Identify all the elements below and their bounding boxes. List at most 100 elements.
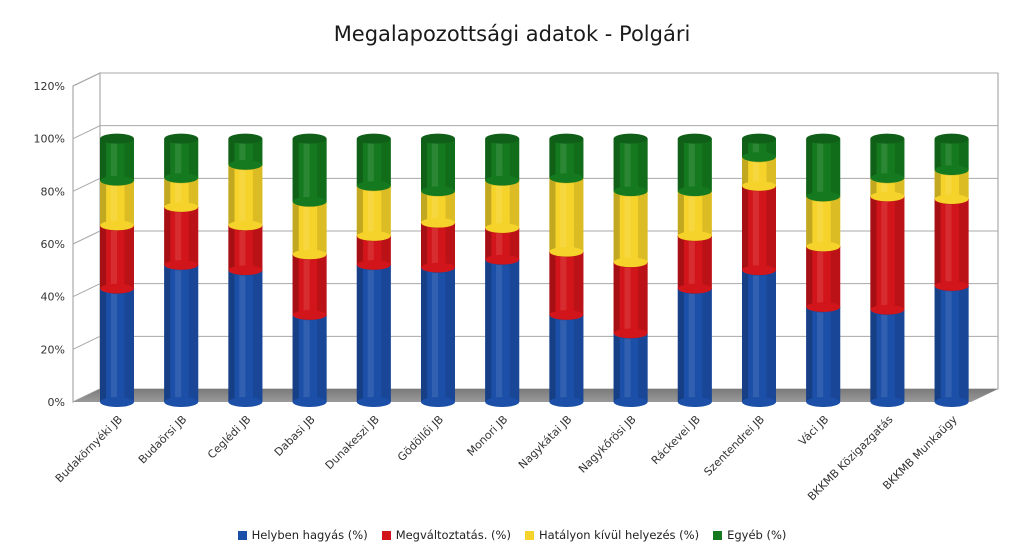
bar-segment <box>806 196 841 252</box>
bar-stack <box>870 133 905 407</box>
plot-area <box>72 72 999 403</box>
legend-label: Helyben hagyás (%) <box>251 528 368 542</box>
bar-segment <box>164 133 199 184</box>
bar-stack <box>805 133 841 407</box>
legend-item: Hatályon kívül helyezés (%) <box>524 528 700 542</box>
y-tick-label: 40% <box>41 291 65 304</box>
gridline <box>72 125 101 140</box>
bar-top-cap <box>613 133 648 144</box>
bar-stack <box>420 133 456 407</box>
bar-segment <box>292 315 327 407</box>
bar-segment <box>100 180 134 231</box>
bar-top-cap <box>421 133 455 144</box>
legend: Helyben hagyás (%) Megváltoztatás. (%) Hat… <box>0 528 1024 542</box>
bar-segment <box>292 254 327 321</box>
bar-segment <box>421 133 455 197</box>
bar-segment <box>421 222 455 273</box>
bar-stack <box>292 133 327 407</box>
bar-segment <box>164 207 199 271</box>
bar-segment <box>421 191 455 228</box>
bar-segment <box>870 196 905 315</box>
x-tick-label: Dunakeszi JB <box>323 413 382 472</box>
bar-segment <box>613 191 648 268</box>
bar-top-cap <box>292 133 327 144</box>
bar-segment <box>228 133 263 170</box>
bar-segment <box>613 262 648 339</box>
bar-segment <box>677 133 712 197</box>
bar-stack <box>934 133 969 407</box>
bar-segment <box>100 133 134 186</box>
bar-top-cap <box>485 133 520 144</box>
bar-top-cap <box>934 133 969 144</box>
bar-segment <box>228 165 263 231</box>
stacked-bar-chart: 0% 20% 40% 60% 80% 100% 120% Budakörnyéki JB Bu… <box>34 72 999 504</box>
legend-label: Megváltoztatás. (%) <box>395 528 511 542</box>
bar-top-cap <box>677 133 712 144</box>
bar-segment <box>742 133 776 163</box>
gridline <box>72 335 101 350</box>
chart-floor <box>73 389 998 402</box>
bar-segment <box>806 307 841 407</box>
bar-stack <box>613 133 648 407</box>
x-tick-label: Budaörsi JB <box>136 413 189 466</box>
bar-segment <box>485 133 520 186</box>
x-tick-label: Dabasi JB <box>272 413 318 459</box>
bar-stack <box>549 133 584 407</box>
bar-segment <box>870 133 905 184</box>
bar-segment <box>228 225 263 276</box>
legend-label: Hatályon kívül helyezés (%) <box>538 528 700 542</box>
y-tick-label: 120% <box>34 80 65 93</box>
bar-top-cap <box>164 133 199 144</box>
bar-stack <box>163 133 199 407</box>
bar-segment <box>613 333 648 407</box>
bar-segment <box>742 186 776 276</box>
bar-segment <box>164 265 199 407</box>
bar-segment <box>549 178 584 257</box>
bar-stack <box>741 133 777 407</box>
x-axis: Budakörnyéki JB Budaörsi JB Ceglédi JB Daba… <box>53 413 960 504</box>
bar-top-cap <box>100 133 134 144</box>
x-tick-label: Ceglédi JB <box>205 413 254 462</box>
bar-segment <box>677 288 712 407</box>
bar-segment <box>870 309 905 407</box>
y-tick-label: 0% <box>48 396 65 409</box>
bar-top-cap <box>742 133 776 144</box>
bar-segment <box>356 186 391 242</box>
bar-segment <box>100 288 134 407</box>
bar-segment <box>421 267 455 407</box>
legend-swatch <box>524 530 534 540</box>
bar-stack <box>228 133 263 407</box>
bar-segment <box>356 265 391 407</box>
x-tick-label: Gödöllői JB <box>395 413 446 464</box>
bar-segment <box>549 251 584 321</box>
x-tick-label: Ráckevei JB <box>649 413 703 467</box>
bar-top-cap <box>356 133 391 144</box>
bar-segment <box>485 259 520 407</box>
gridline <box>72 283 101 298</box>
y-tick-label: 80% <box>41 185 65 198</box>
legend-item: Megváltoztatás. (%) <box>381 528 511 542</box>
gridline <box>72 177 101 192</box>
bar-stack <box>484 133 520 407</box>
bar-segment <box>742 157 776 192</box>
chart-title: Megalapozottsági adatok - Polgári <box>333 22 691 46</box>
bar-segment <box>292 133 327 207</box>
gridline <box>72 230 101 245</box>
bar-segment <box>228 270 263 407</box>
legend-swatch <box>237 530 247 540</box>
bar-segment <box>934 286 969 407</box>
bar-segment <box>870 178 905 202</box>
bar-stack <box>677 133 713 407</box>
x-tick-label: Váci JB <box>796 413 831 448</box>
gridline <box>72 72 101 87</box>
x-tick-label: Budakörnyéki JB <box>53 413 125 485</box>
bar-segment <box>549 133 584 184</box>
y-tick-label: 100% <box>34 133 65 146</box>
bar-segment <box>549 315 584 407</box>
bar-top-cap <box>228 133 263 144</box>
bar-segment <box>806 133 841 202</box>
x-tick-label: Nagykőrösi JB <box>576 413 639 476</box>
bar-segment <box>934 199 969 292</box>
y-axis: 0% 20% 40% 60% 80% 100% 120% <box>34 80 65 409</box>
bars <box>99 133 969 407</box>
